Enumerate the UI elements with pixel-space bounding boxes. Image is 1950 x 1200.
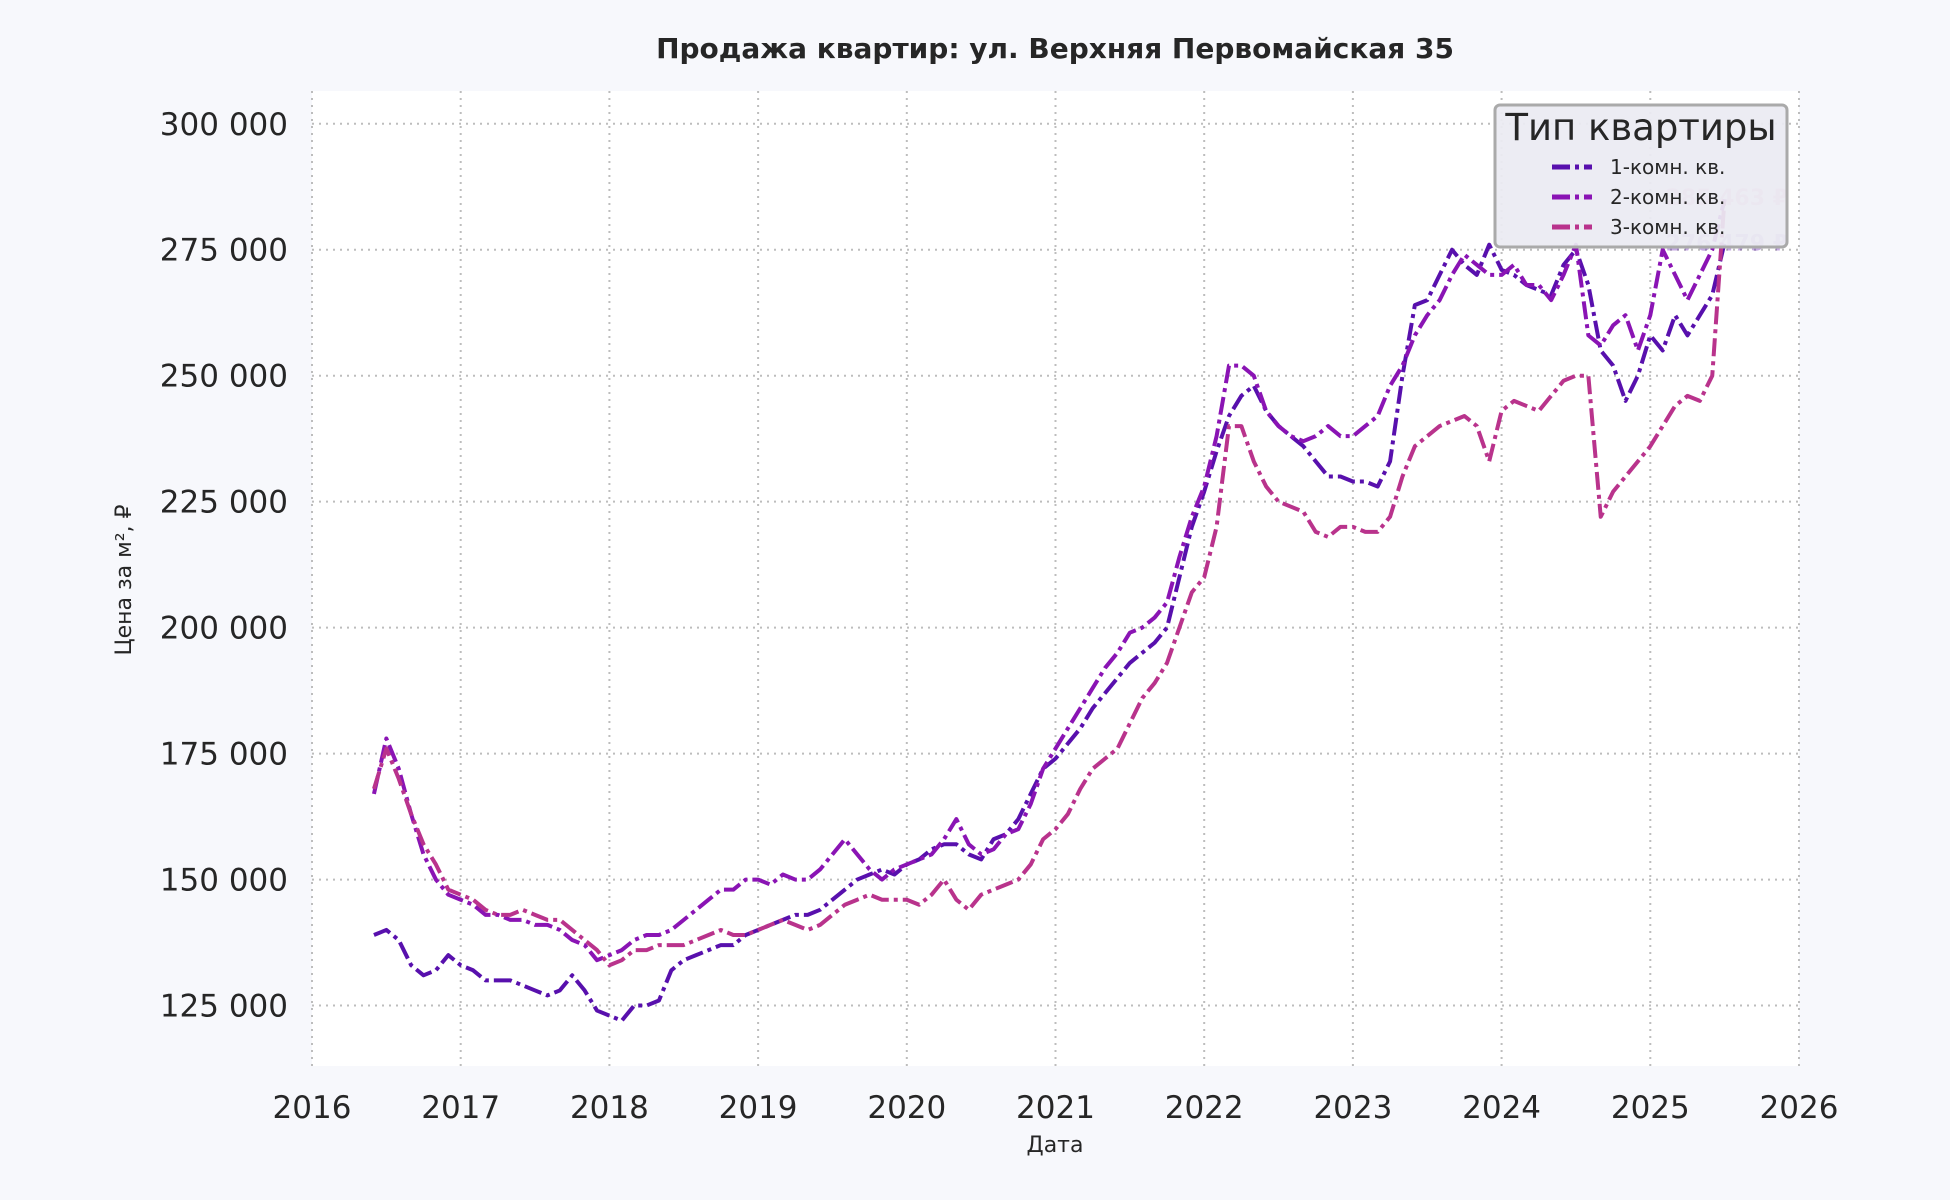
x-tick-label: 2026 [1760, 1090, 1839, 1126]
legend-box [1493, 103, 1789, 249]
legend: Тип квартиры 1-комн. кв. 2-комн. кв. 3-ком… [1493, 103, 1789, 249]
x-tick-label: 2020 [867, 1090, 946, 1126]
x-tick-label: 2022 [1165, 1090, 1244, 1126]
x-tick-label: 2019 [719, 1090, 798, 1126]
series-lines [372, 196, 1727, 1023]
x-tick-label: 2016 [273, 1090, 352, 1126]
x-tick-label: 2025 [1611, 1090, 1690, 1126]
x-axis-label: Дата [1027, 1133, 1084, 1158]
grid [311, 91, 1800, 1066]
y-tick-label: 175 000 [160, 737, 288, 773]
legend-title: Тип квартиры [1504, 106, 1776, 149]
x-tick-label: 2021 [1016, 1090, 1095, 1126]
x-tick-label: 2023 [1313, 1090, 1392, 1126]
y-ticks: 125 000 150 000 175 000 200 000 225 000 250 0… [160, 107, 288, 1025]
y-tick-label: 225 000 [160, 485, 288, 521]
y-tick-label: 200 000 [160, 611, 288, 647]
series-line [372, 196, 1727, 968]
y-axis-label: Цена за м², ₽ [112, 504, 137, 655]
legend-entry: 1-комн. кв. [1610, 155, 1725, 179]
y-tick-label: 250 000 [160, 359, 288, 395]
y-tick-label: 125 000 [160, 989, 288, 1025]
series-line [372, 198, 1727, 963]
legend-entry: 3-комн. кв. [1610, 215, 1725, 239]
series-line [373, 241, 1727, 1023]
x-ticks: 2016 2017 2018 2019 2020 2021 2022 2023 2024 2025… [273, 1090, 1839, 1126]
y-tick-label: 275 000 [160, 233, 288, 269]
legend-entry: 2-комн. кв. [1610, 185, 1725, 209]
x-tick-label: 2024 [1462, 1090, 1541, 1126]
x-tick-label: 2018 [570, 1090, 649, 1126]
x-tick-label: 2017 [421, 1090, 500, 1126]
chart-title: Продажа квартир: ул. Верхняя Первомайска… [656, 32, 1454, 65]
y-tick-label: 150 000 [160, 863, 288, 899]
y-tick-label: 300 000 [160, 107, 288, 143]
